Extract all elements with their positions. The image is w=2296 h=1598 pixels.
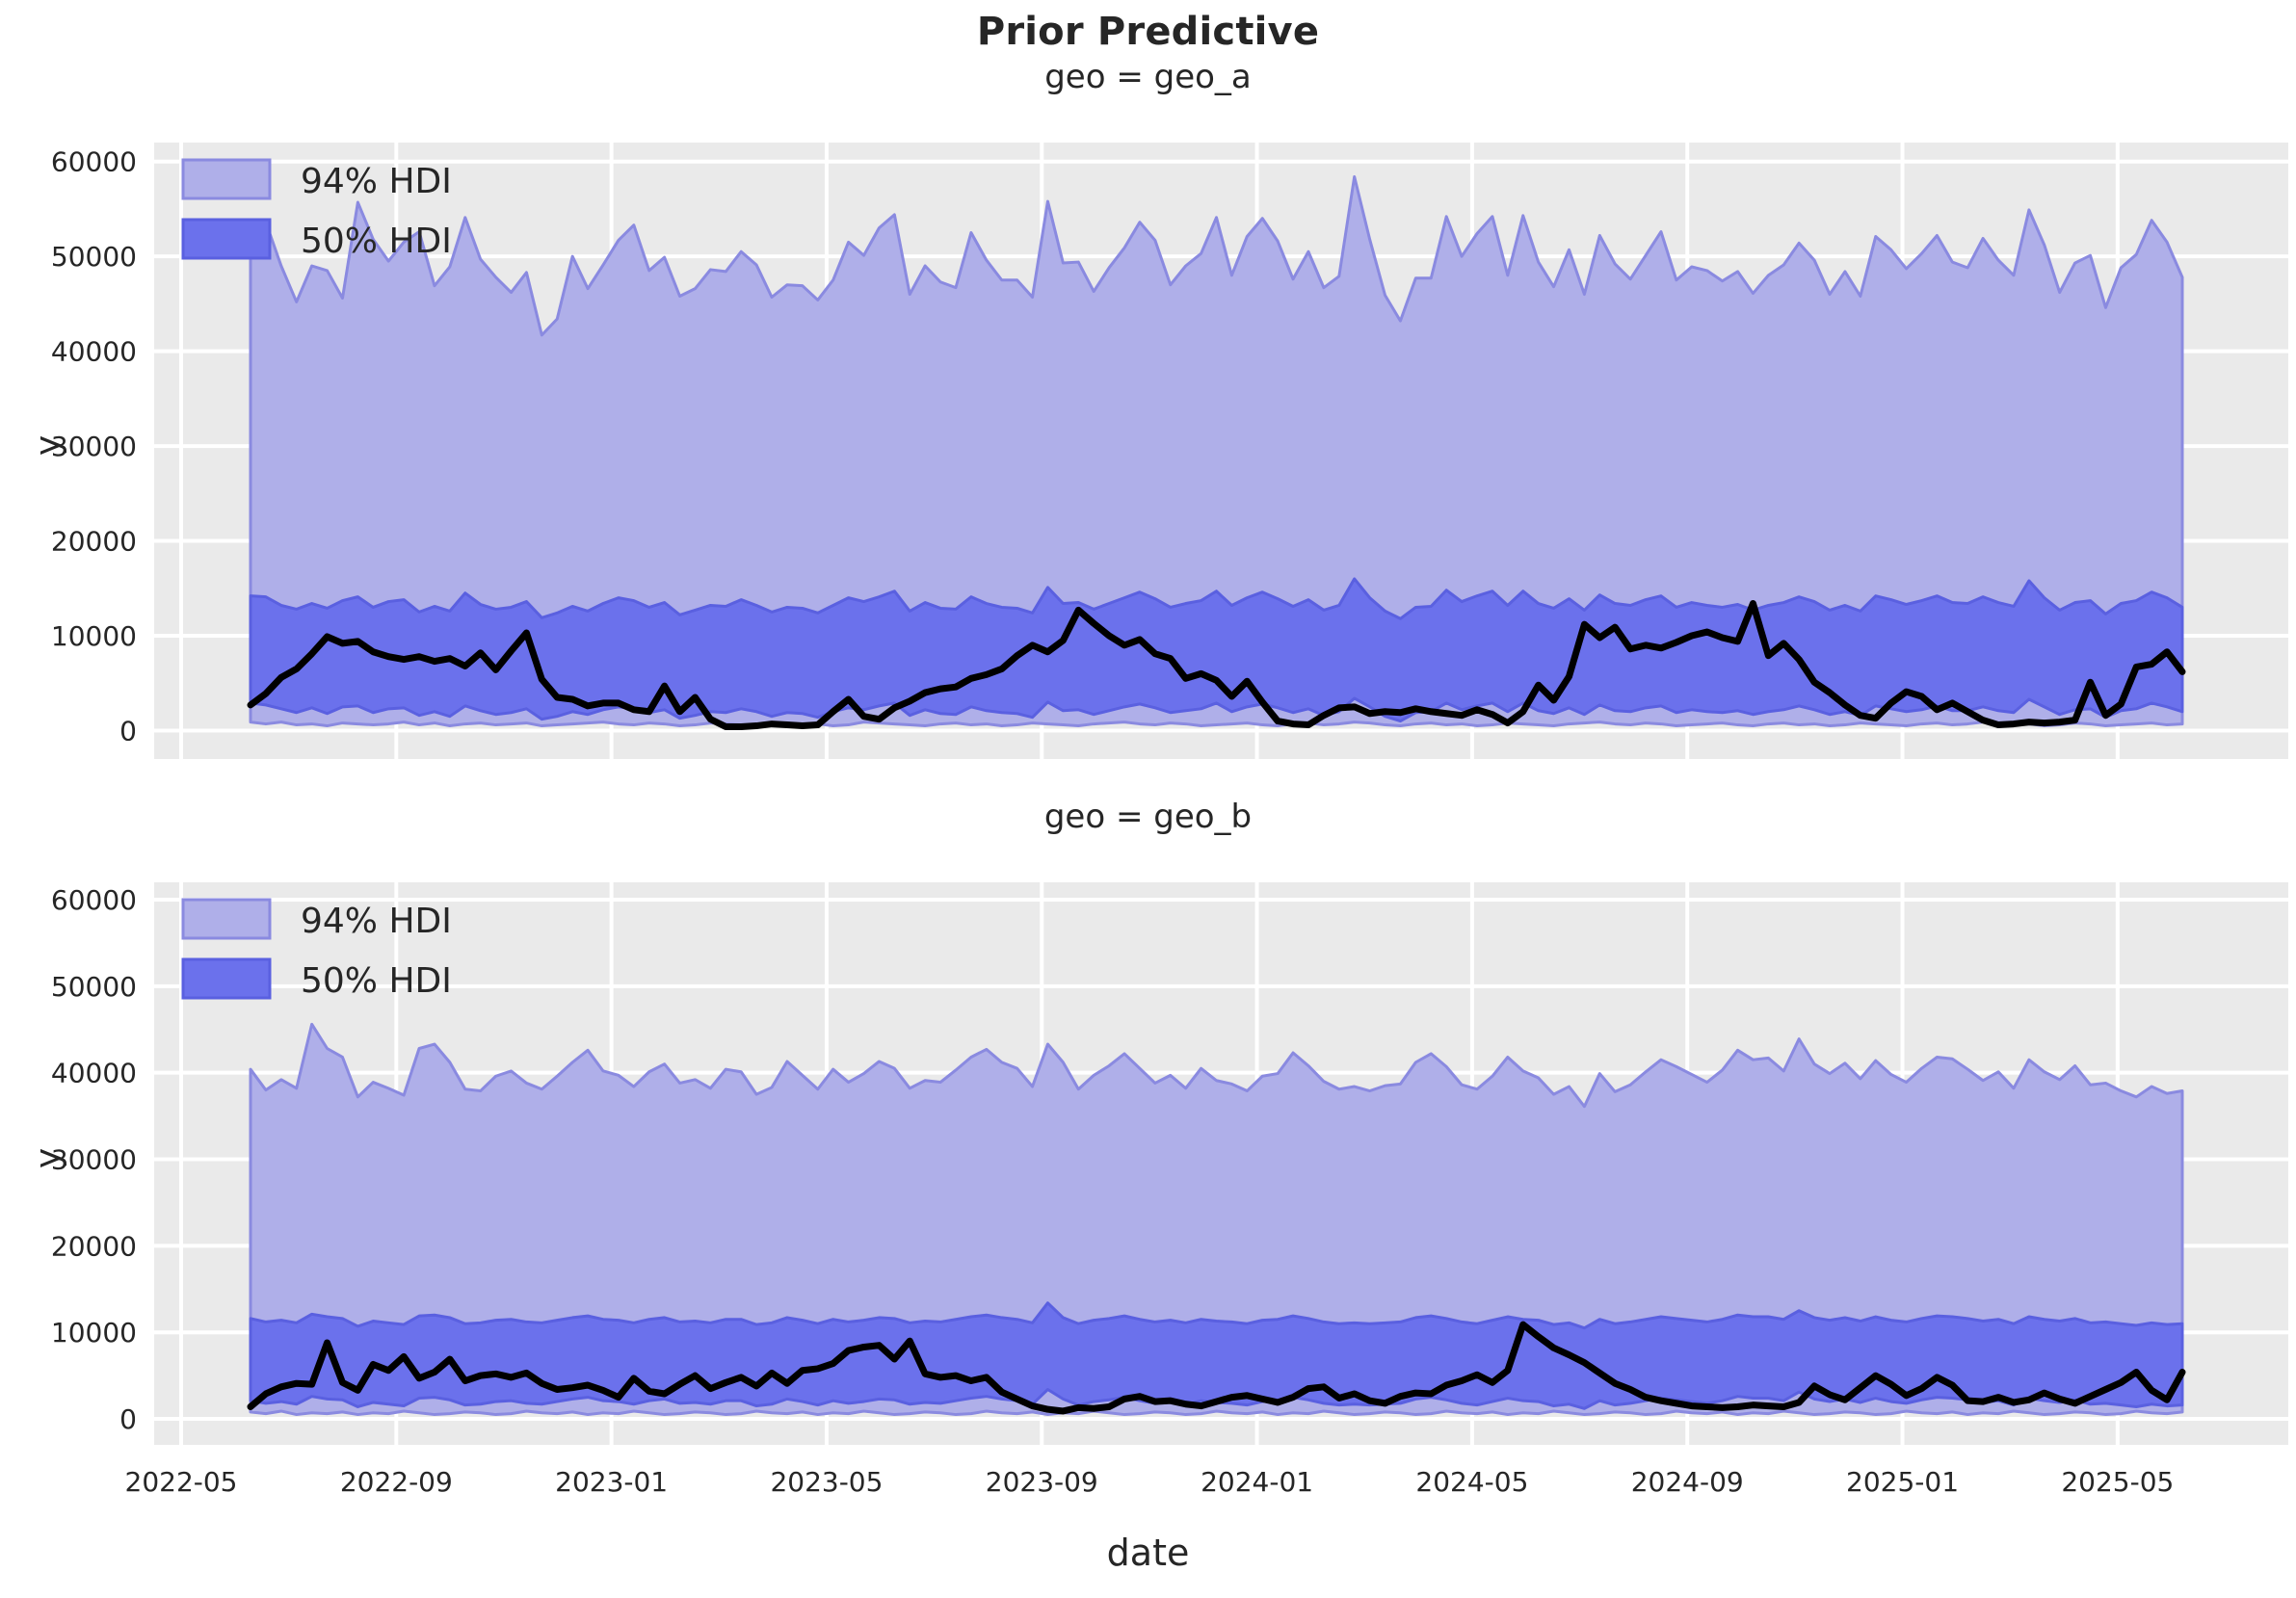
panel-title-geo-a: geo = geo_a bbox=[1044, 58, 1252, 96]
hdi-50-band bbox=[249, 1301, 2184, 1410]
x-axis-label: date bbox=[1106, 1532, 1190, 1574]
legend-swatch-hdi-94 bbox=[181, 158, 272, 200]
y-tick-label: 10000 bbox=[51, 620, 137, 652]
y-tick-label: 60000 bbox=[51, 884, 137, 916]
y-tick-label: 0 bbox=[119, 715, 137, 747]
panel-title-geo-b: geo = geo_b bbox=[1043, 798, 1253, 836]
hdi-94-band bbox=[249, 1022, 2184, 1417]
hdi-50-band bbox=[249, 577, 2184, 723]
x-tick-label: 2024-09 bbox=[1631, 1466, 1744, 1498]
x-tick-label: 2022-09 bbox=[340, 1466, 453, 1498]
figure-title: Prior Predictive bbox=[976, 10, 1320, 54]
y-tick-label: 0 bbox=[119, 1403, 137, 1435]
x-tick-label: 2023-01 bbox=[555, 1466, 668, 1498]
legend-swatch-hdi-50 bbox=[181, 218, 272, 260]
y-tick-label: 60000 bbox=[51, 146, 137, 178]
legend-swatch-hdi-94 bbox=[181, 898, 272, 940]
hdi-94-band bbox=[249, 174, 2184, 728]
plot-background bbox=[154, 143, 2288, 759]
y-tick-label: 10000 bbox=[51, 1317, 137, 1349]
observed-line bbox=[247, 600, 2186, 731]
y-tick-label: 50000 bbox=[51, 971, 137, 1003]
legend-label: 50% HDI bbox=[301, 961, 452, 1001]
x-tick-label: 2025-01 bbox=[1846, 1466, 1959, 1498]
observed-line bbox=[247, 1321, 2186, 1415]
legend-label: 94% HDI bbox=[301, 902, 452, 941]
x-tick-label: 2024-01 bbox=[1201, 1466, 1313, 1498]
legend-label: 50% HDI bbox=[301, 222, 452, 261]
x-tick-label: 2025-05 bbox=[2061, 1466, 2174, 1498]
plot-background bbox=[154, 882, 2288, 1445]
y-axis-label-panel-0: y bbox=[28, 434, 68, 457]
legend-label: 94% HDI bbox=[301, 162, 452, 201]
x-tick-label: 2022-05 bbox=[125, 1466, 238, 1498]
x-tick-label: 2024-05 bbox=[1415, 1466, 1528, 1498]
x-tick-label: 2023-09 bbox=[986, 1466, 1098, 1498]
y-tick-label: 50000 bbox=[51, 241, 137, 273]
legend-swatch-hdi-50 bbox=[181, 957, 272, 1000]
y-axis-label-panel-1: y bbox=[28, 1147, 68, 1169]
x-tick-label: 2023-05 bbox=[770, 1466, 883, 1498]
